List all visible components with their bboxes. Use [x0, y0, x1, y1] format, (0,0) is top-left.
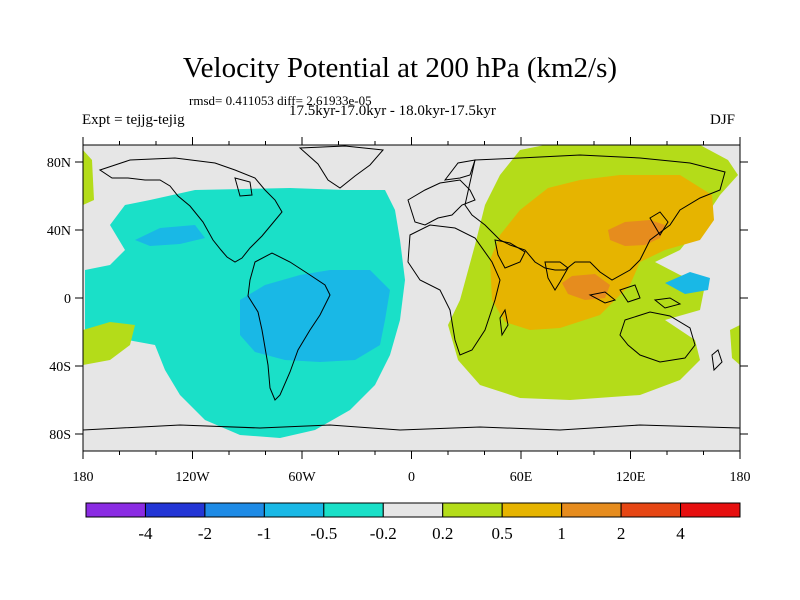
colorbar-label: 0.2 [432, 524, 453, 543]
colorbar-label: -0.5 [310, 524, 337, 543]
y-tick-label: 80N [47, 156, 71, 171]
colorbar-swatch [144, 502, 206, 518]
colorbar-swatch [323, 502, 384, 518]
colorbar-swatch [620, 502, 682, 518]
x-tick-label: 60W [288, 470, 316, 485]
x-tick-label: 60E [510, 470, 533, 485]
colorbar-swatch [501, 502, 563, 518]
experiment-label: Expt = tejjg-tejig [82, 112, 185, 128]
season-label: DJF [710, 112, 736, 128]
colorbar-swatch [442, 502, 503, 518]
colorbar-label: 0.5 [492, 524, 513, 543]
map-axes: 180 120W 60W 0 60E 120E 180 80N 40N 0 40S 80S [47, 137, 751, 485]
y-tick-label: 40N [47, 224, 71, 239]
x-tick-label: 0 [408, 470, 415, 485]
contour-fills [83, 145, 740, 438]
contour-region [665, 272, 710, 294]
colorbar-swatch [561, 502, 622, 518]
x-tick-label: 180 [73, 470, 94, 485]
y-tick-label: 80S [49, 428, 71, 443]
colorbar-swatch [382, 502, 444, 518]
colorbar-label: 1 [557, 524, 566, 543]
contour-region [240, 270, 390, 362]
coastlines [83, 145, 740, 431]
x-tick-label: 180 [730, 470, 751, 485]
rmsd-diff-label: rmsd= 0.411053 diff= 2.61933e-05 [189, 93, 372, 108]
colorbar-swatch [263, 502, 325, 518]
x-tick-label: 120W [175, 470, 210, 485]
colorbar: -4 -2 -1 -0.5 -0.2 0.2 0.5 1 2 4 [85, 502, 741, 543]
contour-region [83, 150, 94, 205]
colorbar-swatch [204, 502, 265, 518]
contour-region [730, 325, 740, 365]
chart-title: Velocity Potential at 200 hPa (km2/s) [182, 52, 618, 84]
colorbar-label: -1 [257, 524, 271, 543]
colorbar-label: 4 [676, 524, 685, 543]
colorbar-label: -2 [198, 524, 212, 543]
y-tick-label: 0 [64, 292, 71, 307]
time-range-label: 17.5kyr-17.0kyr - 18.0kyr-17.5kyr [289, 103, 496, 119]
colorbar-label: -0.2 [370, 524, 397, 543]
contour-region [83, 322, 135, 365]
contour-region [135, 225, 205, 246]
colorbar-label: -4 [138, 524, 153, 543]
x-tick-label: 120E [616, 470, 646, 485]
colorbar-label: 2 [617, 524, 626, 543]
colorbar-swatch [680, 502, 741, 518]
y-tick-label: 40S [49, 360, 71, 375]
map-area [83, 145, 740, 451]
colorbar-swatch [85, 502, 146, 518]
